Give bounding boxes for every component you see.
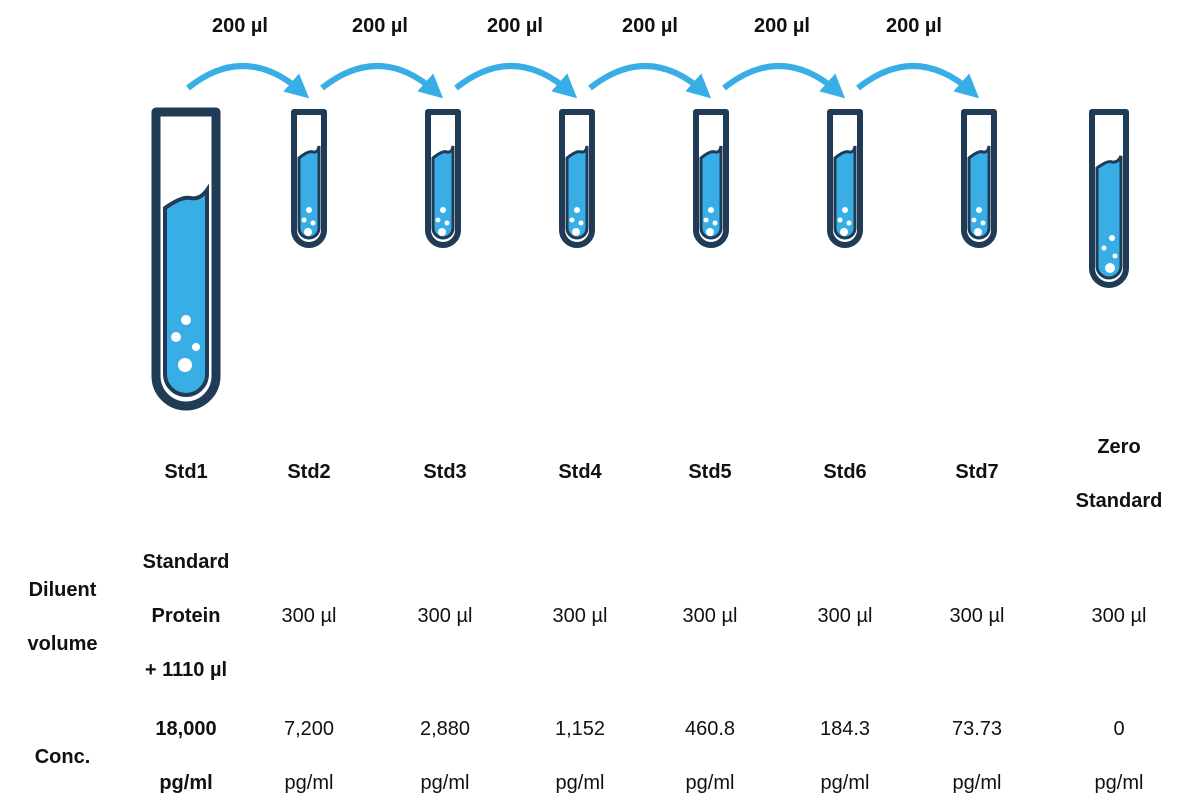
diluent-std7: 300 µl <box>949 605 1005 627</box>
conc-std4-unit: pg/ml <box>555 772 605 794</box>
transfer-arrow-4 <box>588 63 712 99</box>
transfer-label-5: 200 µl <box>753 15 810 37</box>
col-header-std2: Std2 <box>287 461 331 483</box>
tube-std7 <box>961 109 997 248</box>
col-header-zero-standard-line2: Standard <box>1075 490 1163 512</box>
diluent-std1-line1: Standard <box>142 551 230 573</box>
conc-std3-value: 2,880 <box>419 718 471 740</box>
transfer-arrow-2 <box>320 63 444 99</box>
transfer-arrow-5 <box>722 63 846 99</box>
transfer-label-1: 200 µl <box>211 15 268 37</box>
serial-dilution-diagram <box>151 63 1129 411</box>
col-header-std7: Std7 <box>955 461 999 483</box>
row-label-diluent-line2: volume <box>27 633 98 655</box>
conc-std6-unit: pg/ml <box>820 772 870 794</box>
conc-std1-unit: pg/ml <box>159 772 213 794</box>
col-header-std6: Std6 <box>823 461 867 483</box>
tube-std6 <box>827 109 863 248</box>
tube-std2 <box>291 109 327 248</box>
diluent-std2: 300 µl <box>281 605 337 627</box>
conc-std4-value: 1,152 <box>554 718 606 740</box>
conc-std2-value: 7,200 <box>283 718 335 740</box>
diluent-std6: 300 µl <box>817 605 873 627</box>
row-label-conc: Conc. <box>34 746 91 768</box>
transfer-label-6: 200 µl <box>885 15 942 37</box>
tube-std1 <box>151 107 221 411</box>
conc-std7-unit: pg/ml <box>952 772 1002 794</box>
transfer-label-2: 200 µl <box>351 15 408 37</box>
transfer-label-4: 200 µl <box>621 15 678 37</box>
diluent-std5: 300 µl <box>682 605 738 627</box>
conc-zero-standard-unit: pg/ml <box>1094 772 1144 794</box>
diluent-std4: 300 µl <box>552 605 608 627</box>
tube-std3 <box>425 109 461 248</box>
transfer-arrows <box>186 63 980 99</box>
conc-std6-value: 184.3 <box>819 718 871 740</box>
conc-zero-standard-value: 0 <box>1113 718 1125 740</box>
row-label-diluent-line1: Diluent <box>28 579 97 601</box>
conc-std5-unit: pg/ml <box>685 772 735 794</box>
transfer-label-3: 200 µl <box>486 15 543 37</box>
col-header-std5: Std5 <box>688 461 732 483</box>
diluent-std1-line3: + 1110 µl <box>144 659 228 681</box>
transfer-arrow-6 <box>856 63 980 99</box>
transfer-arrow-3 <box>454 63 578 99</box>
diluent-zero-standard: 300 µl <box>1091 605 1147 627</box>
tube-std5 <box>693 109 729 248</box>
col-header-std1: Std1 <box>164 461 208 483</box>
transfer-arrow-1 <box>186 63 310 99</box>
tube-std4 <box>559 109 595 248</box>
col-header-std4: Std4 <box>558 461 602 483</box>
conc-std3-unit: pg/ml <box>420 772 470 794</box>
col-header-zero-standard-line1: Zero <box>1097 436 1141 458</box>
conc-std7-value: 73.73 <box>951 718 1003 740</box>
diluent-std1-line2: Protein <box>151 605 221 627</box>
conc-std5-value: 460.8 <box>684 718 736 740</box>
tube-zero-standard <box>1089 109 1129 288</box>
conc-std2-unit: pg/ml <box>284 772 334 794</box>
diluent-std3: 300 µl <box>417 605 473 627</box>
col-header-std3: Std3 <box>423 461 467 483</box>
conc-std1-value: 18,000 <box>155 718 217 740</box>
